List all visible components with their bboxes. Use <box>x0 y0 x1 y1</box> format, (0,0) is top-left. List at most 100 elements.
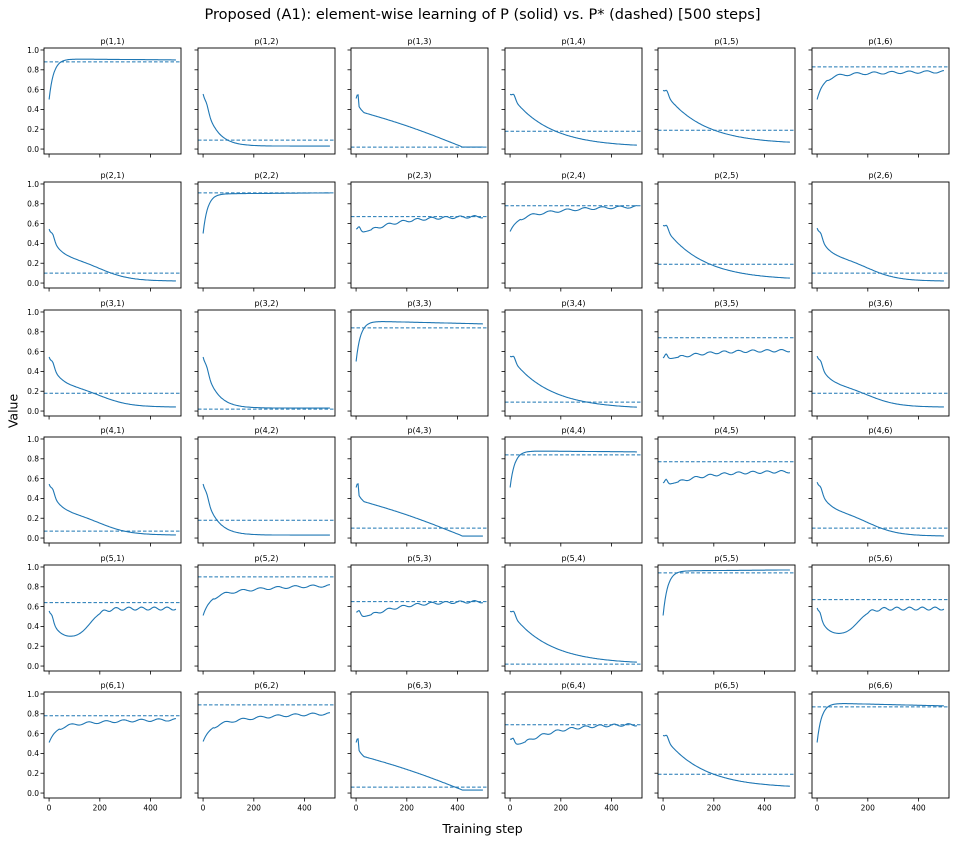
panel-title: p(2,4) <box>561 171 585 180</box>
panel-64: p(6,4) 0 200 400 <box>501 681 643 813</box>
learned-curve <box>509 93 637 146</box>
panel-frame <box>197 564 336 672</box>
panel-frame <box>43 436 182 544</box>
panel-title: p(3,5) <box>714 299 738 308</box>
panel-16: p(1,6) <box>808 37 950 158</box>
panel-51: p(5,1) 0.0 0.2 0.4 0.6 0.8 1.0 <box>27 554 182 675</box>
panel-title: p(3,2) <box>254 299 278 308</box>
y-tick-label: 1.0 <box>27 46 39 55</box>
y-tick-label: 0.0 <box>27 662 39 671</box>
panel-35: p(3,5) <box>654 299 796 420</box>
learned-curve <box>509 450 637 488</box>
y-tick-label: 0.2 <box>27 125 39 134</box>
panel-25: p(2,5) <box>654 171 796 292</box>
panel-title: p(5,1) <box>100 554 124 563</box>
y-tick-label: 0.6 <box>27 602 39 611</box>
panel-33: p(3,3) <box>347 299 489 420</box>
x-tick-label: 400 <box>757 804 772 813</box>
panel-title: p(4,4) <box>561 426 585 435</box>
y-tick-label: 0.4 <box>27 622 39 631</box>
panel-43: p(4,3) <box>347 426 489 547</box>
learned-curve <box>509 355 637 408</box>
x-tick-label: 0 <box>661 804 666 813</box>
panel-21: p(2,1) 0.0 0.2 0.4 0.6 0.8 1.0 <box>27 171 182 292</box>
panel-44: p(4,4) <box>501 426 643 547</box>
panel-frame <box>504 436 643 544</box>
y-axis-label: Value <box>5 393 21 429</box>
panel-26: p(2,6) <box>808 171 950 292</box>
panel-frame <box>197 309 336 417</box>
learned-curve <box>355 321 483 362</box>
learned-curve <box>48 718 176 743</box>
panel-13: p(1,3) <box>347 37 489 158</box>
learned-curve <box>816 227 944 282</box>
x-tick-label: 400 <box>604 804 619 813</box>
panel-title: p(1,1) <box>100 37 124 46</box>
panel-title: p(3,3) <box>407 299 431 308</box>
learned-curve <box>662 569 790 616</box>
learned-curve <box>816 703 944 743</box>
x-tick-label: 0 <box>354 804 359 813</box>
learned-curve <box>509 723 638 745</box>
panel-frame <box>350 47 489 155</box>
panel-frame <box>350 309 489 417</box>
y-tick-label: 0.4 <box>27 749 39 758</box>
learned-curve <box>662 470 791 485</box>
panel-frame <box>504 309 643 417</box>
panel-frame <box>504 691 643 799</box>
learned-curve <box>202 356 330 409</box>
panel-65: p(6,5) 0 200 400 <box>654 681 796 813</box>
learned-curve <box>662 348 791 360</box>
panel-frame <box>197 436 336 544</box>
y-tick-label: 0.4 <box>27 239 39 248</box>
panel-title: p(4,3) <box>407 426 431 435</box>
panel-45: p(4,5) <box>654 426 796 547</box>
panel-frame <box>811 564 950 672</box>
learned-curve <box>202 483 330 536</box>
panel-title: p(5,3) <box>407 554 431 563</box>
learned-curve <box>816 355 944 408</box>
y-tick-label: 1.0 <box>27 690 39 699</box>
panel-title: p(2,6) <box>868 171 892 180</box>
y-tick-label: 0.0 <box>27 534 39 543</box>
panel-46: p(4,6) <box>808 426 950 547</box>
panel-frame <box>504 181 643 289</box>
y-tick-label: 0.8 <box>27 583 39 592</box>
panel-title: p(3,1) <box>100 299 124 308</box>
panel-15: p(1,5) <box>654 37 796 158</box>
panel-frame <box>43 181 182 289</box>
panel-title: p(2,1) <box>100 171 124 180</box>
panel-frame <box>43 691 182 799</box>
y-tick-label: 0.6 <box>27 729 39 738</box>
panel-62: p(6,2) 0 200 400 <box>194 681 336 813</box>
y-tick-label: 0.2 <box>27 642 39 651</box>
x-tick-label: 200 <box>554 804 569 813</box>
panel-title: p(6,1) <box>100 681 124 690</box>
panel-31: p(3,1) 0.0 0.2 0.4 0.6 0.8 1.0 <box>27 299 182 420</box>
y-tick-label: 1.0 <box>27 308 39 317</box>
learned-curve <box>662 89 790 143</box>
y-tick-label: 0.6 <box>27 347 39 356</box>
panel-frame <box>811 47 950 155</box>
panel-title: p(1,3) <box>407 37 431 46</box>
panel-frame <box>350 181 489 289</box>
learned-curve <box>662 734 790 787</box>
panel-frame <box>657 564 796 672</box>
learned-curve <box>509 610 637 663</box>
panel-title: p(4,1) <box>100 426 124 435</box>
figure-title: Proposed (A1): element-wise learning of … <box>204 7 761 23</box>
panel-36: p(3,6) <box>808 299 950 420</box>
learned-curve <box>355 738 483 791</box>
learned-curve <box>202 192 330 234</box>
panel-23: p(2,3) <box>347 171 489 292</box>
learned-curve <box>356 600 483 617</box>
panel-frame <box>657 47 796 155</box>
y-tick-label: 0.6 <box>27 85 39 94</box>
y-tick-label: 0.2 <box>27 259 39 268</box>
panel-24: p(2,4) <box>501 171 643 292</box>
y-tick-label: 0.0 <box>27 279 39 288</box>
panel-frame <box>657 309 796 417</box>
learned-curve <box>48 58 176 100</box>
panel-title: p(5,4) <box>561 554 585 563</box>
panel-frame <box>43 47 182 155</box>
